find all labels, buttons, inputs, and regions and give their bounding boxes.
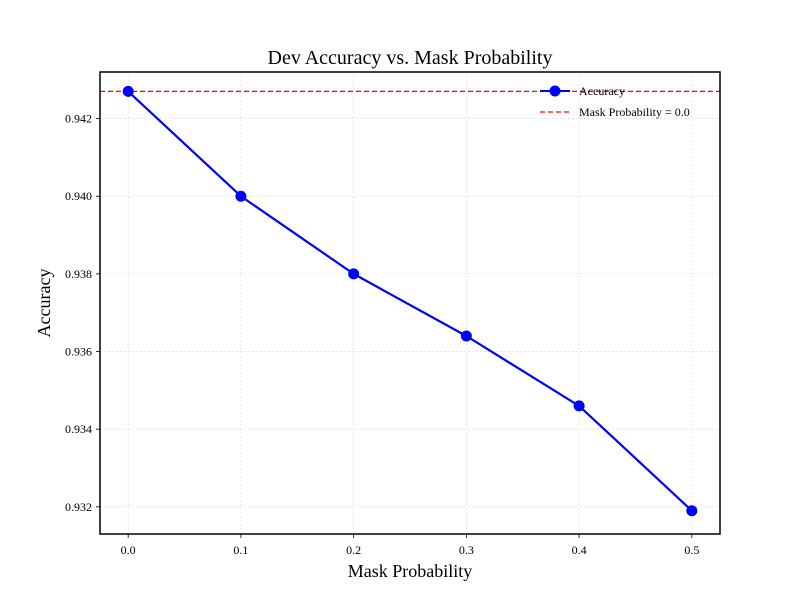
x-tick-label: 0.4 (572, 543, 587, 557)
legend-accuracy-label: Accuracy (579, 84, 625, 98)
legend-accuracy-marker-swatch (549, 85, 561, 97)
x-tick-label: 0.3 (459, 543, 474, 557)
y-axis-ticks: 0.932 0.934 0.936 0.938 0.940 0.942 (65, 112, 100, 514)
series-layer (122, 85, 698, 517)
y-tick-label: 0.936 (65, 345, 92, 359)
y-axis-label: Accuracy (34, 269, 54, 338)
y-tick-label: 0.942 (65, 112, 92, 126)
legend: Accuracy Mask Probability = 0.0 (540, 84, 690, 119)
y-tick-label: 0.940 (65, 189, 92, 203)
x-tick-label: 0.2 (346, 543, 361, 557)
x-tick-label: 0.5 (684, 543, 699, 557)
x-axis-ticks: 0.0 0.1 0.2 0.3 0.4 0.5 (121, 534, 699, 557)
y-tick-label: 0.934 (65, 422, 92, 436)
data-point (573, 400, 585, 412)
data-point (460, 330, 472, 342)
series-line-accuracy (127, 90, 693, 512)
x-axis-label: Mask Probability (348, 561, 473, 581)
plot-area-frame (99, 71, 721, 535)
y-tick-label: 0.932 (65, 500, 92, 514)
data-point (235, 190, 247, 202)
data-point (122, 85, 134, 97)
data-point (686, 505, 698, 517)
x-tick-label: 0.0 (121, 543, 136, 557)
legend-reference-label: Mask Probability = 0.0 (579, 105, 690, 119)
grid (100, 72, 720, 534)
x-tick-label: 0.1 (233, 543, 248, 557)
y-tick-label: 0.938 (65, 267, 92, 281)
data-point (348, 268, 360, 280)
chart-title: Dev Accuracy vs. Mask Probability (268, 47, 553, 69)
